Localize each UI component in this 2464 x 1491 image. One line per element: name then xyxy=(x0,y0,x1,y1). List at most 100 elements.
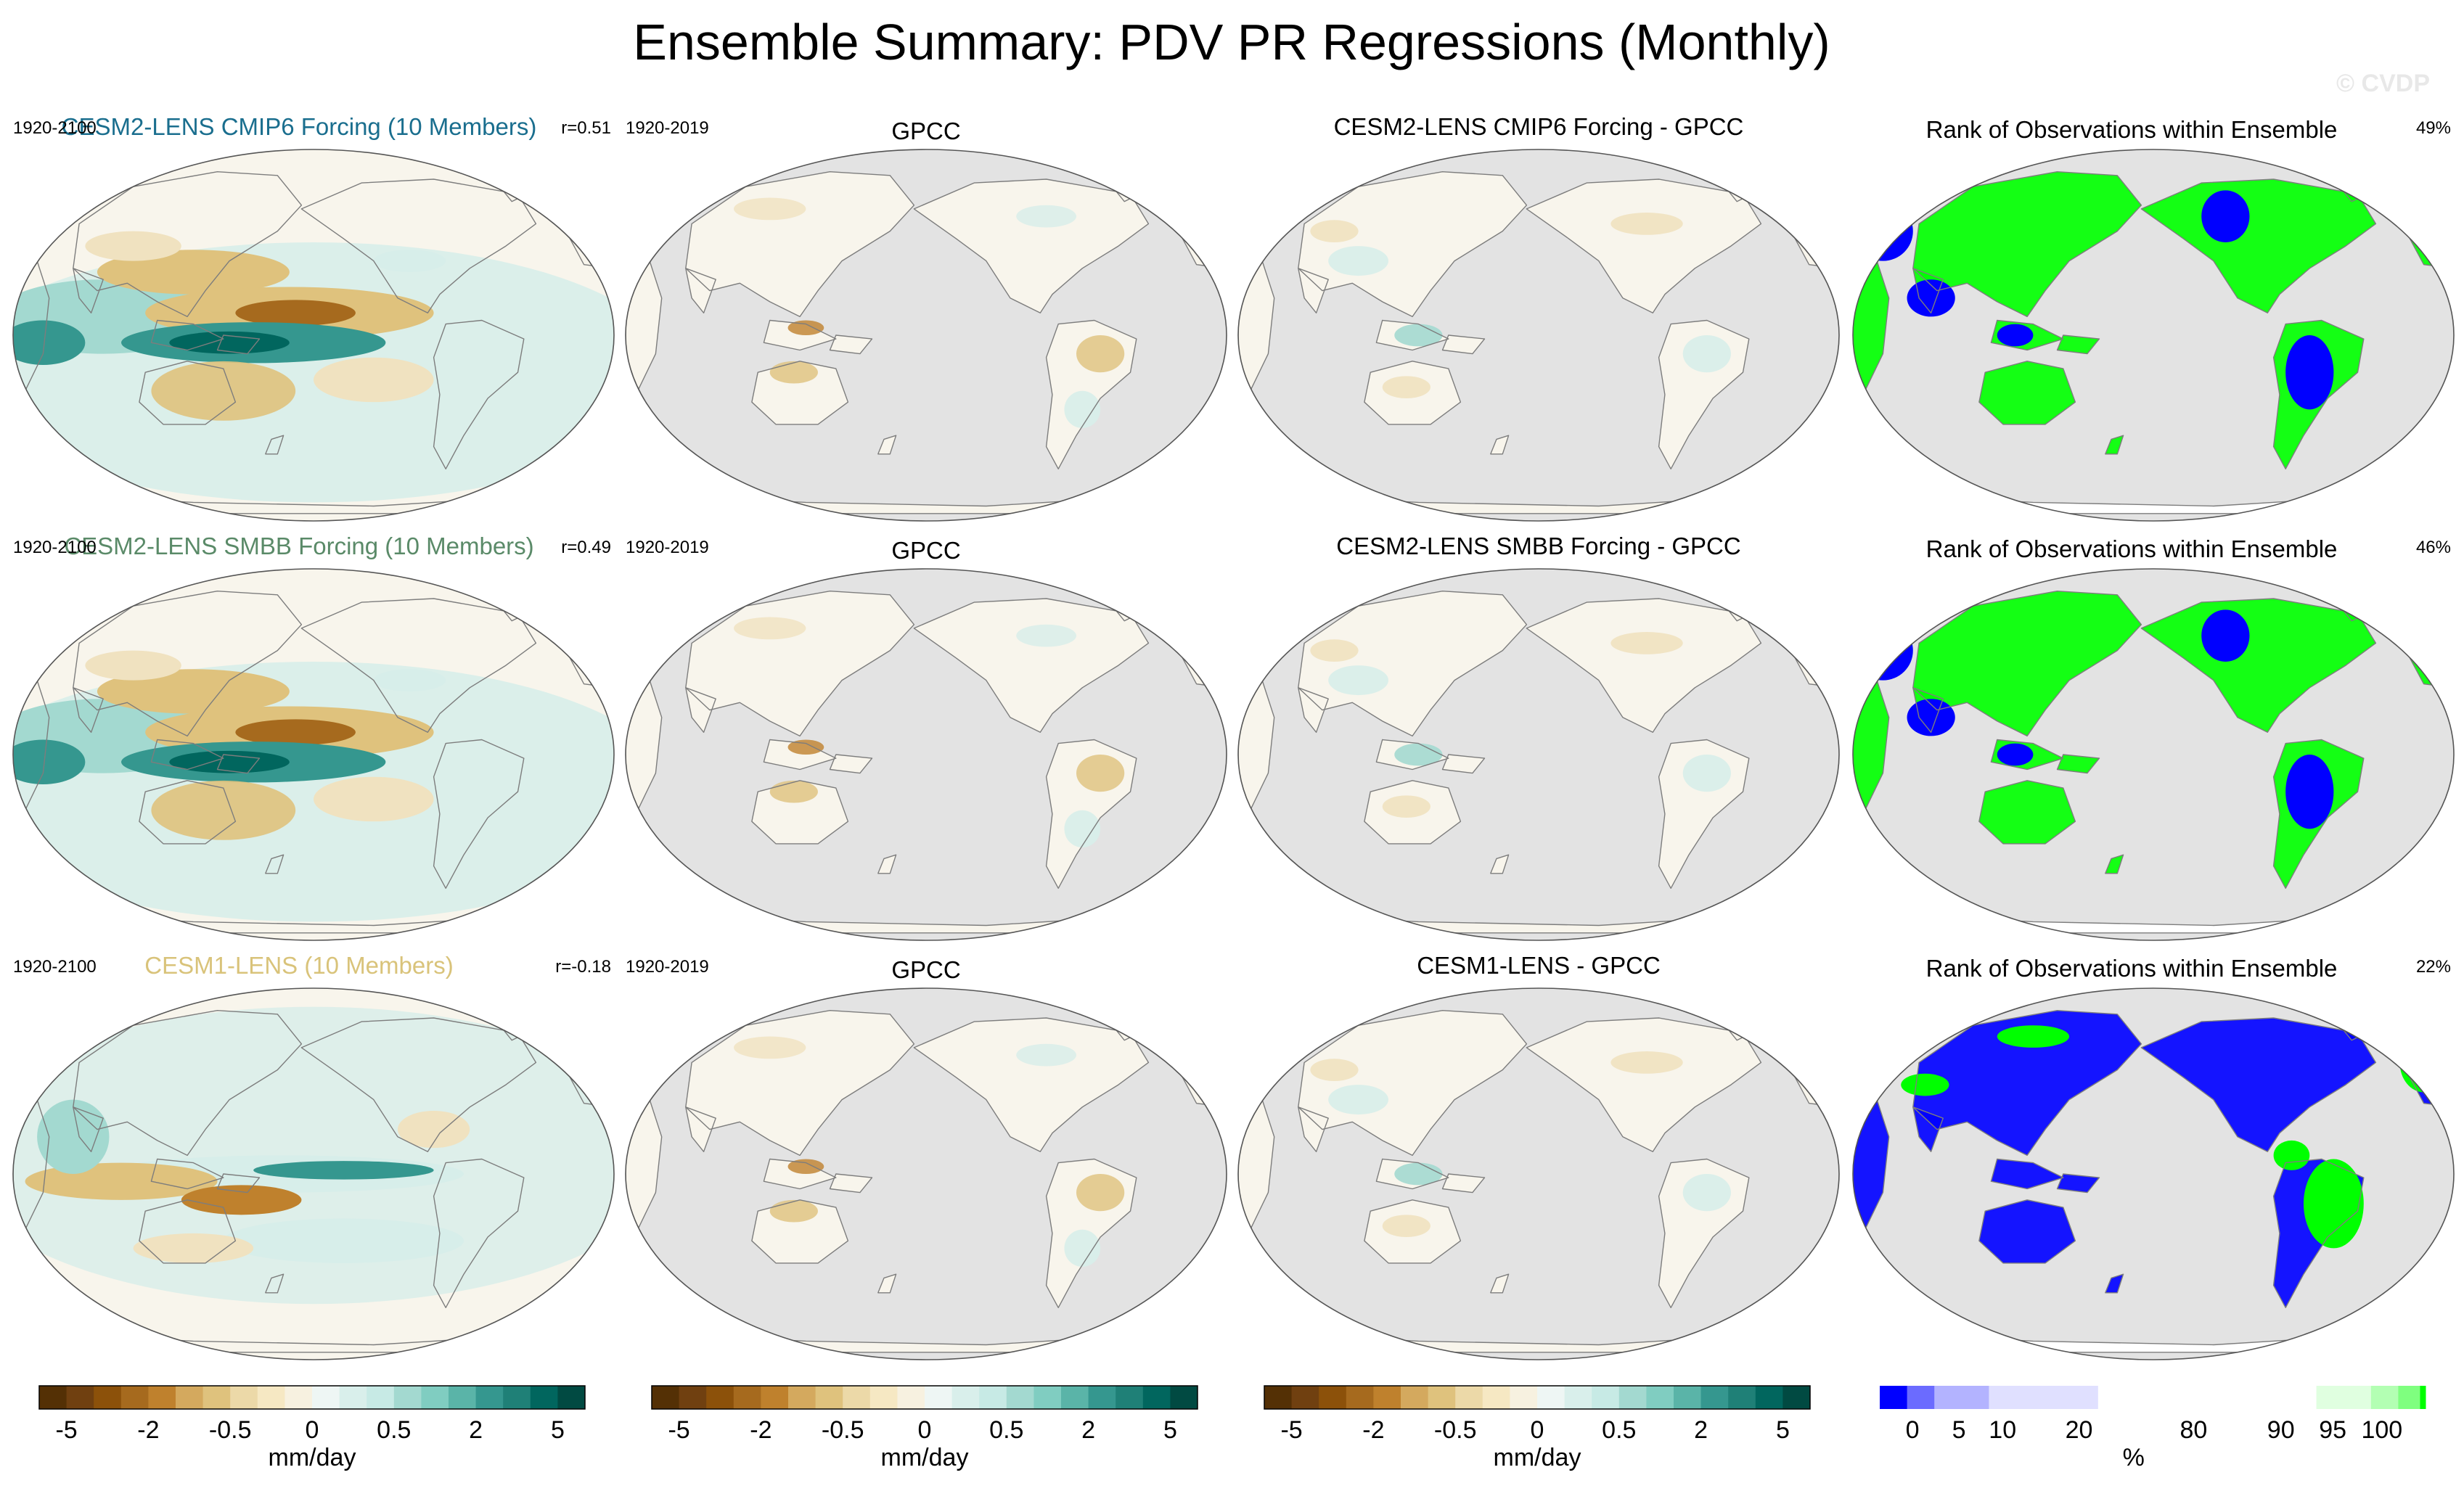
coastline-namerica xyxy=(2140,178,2377,313)
land-anomalies xyxy=(1310,1051,1731,1238)
rank-fill-nz xyxy=(2105,435,2124,454)
land-india xyxy=(685,687,716,733)
anomaly-region xyxy=(1997,324,2034,347)
land-anomalies xyxy=(734,1036,1125,1267)
coastline-namerica xyxy=(913,178,1150,313)
coastline-nz xyxy=(877,1273,897,1294)
coastline-nz xyxy=(877,435,897,455)
land-africa xyxy=(626,680,662,814)
anomaly-region xyxy=(235,719,356,746)
coastline-newguinea xyxy=(216,334,261,355)
model-years: 1920-2100 xyxy=(13,538,97,557)
map-border xyxy=(12,987,615,1360)
rank-colorbar-swatch xyxy=(2370,1386,2399,1409)
land-africa xyxy=(1238,260,1274,395)
coastline-nz xyxy=(877,854,897,874)
colorbar-swatch xyxy=(652,1386,680,1409)
anomaly-region xyxy=(181,1185,302,1215)
rank-colorbar-swatch xyxy=(2420,1386,2426,1409)
coastline-nz xyxy=(2105,854,2124,874)
anomaly-region xyxy=(2418,194,2454,254)
precip-colorbar: -5 -2 -0.5 0 0.5 2 5 mm/day xyxy=(1264,1385,1811,1471)
rank-fill-namerica xyxy=(2141,1018,2376,1152)
anomaly-region xyxy=(397,1110,470,1149)
colorbar-swatch xyxy=(421,1386,449,1409)
colorbar-tick-label: 5 xyxy=(551,1416,565,1444)
land-newguinea xyxy=(830,335,872,354)
colorbar-swatch xyxy=(1373,1386,1401,1409)
rank-fill-nz xyxy=(2105,1274,2124,1293)
coastline-india xyxy=(73,687,104,733)
colorbar-swatch xyxy=(148,1386,176,1409)
rank-panel-title: Rank of Observations within Ensemble xyxy=(1926,535,2338,562)
anomaly-region xyxy=(1076,335,1125,373)
colorbar-units: mm/day xyxy=(1494,1444,1581,1471)
anomaly-region xyxy=(1382,795,1430,818)
coastline-maritime xyxy=(1375,319,1449,351)
map-border xyxy=(12,568,615,941)
land-namerica xyxy=(1526,599,1761,733)
coastline-asia xyxy=(1912,1009,2142,1157)
coastline-samerica xyxy=(1045,319,1137,469)
anomaly-region xyxy=(1310,1059,1359,1081)
rank-colorbar-swatch xyxy=(2398,1386,2420,1409)
coastline-india xyxy=(1912,687,1944,733)
rank-fill-india xyxy=(1912,1106,1944,1152)
anomaly-region xyxy=(37,1099,110,1175)
colorbar-swatch xyxy=(1116,1386,1144,1409)
rank-panel: Rank of Observations within Ensemble 46% xyxy=(1852,535,2455,941)
colorbar-tick-label: 0.5 xyxy=(377,1416,411,1444)
anomaly-region xyxy=(769,1199,818,1223)
difference-panel: CESM1-LENS - GPCC xyxy=(1237,952,1840,1360)
colorbar-swatch xyxy=(1319,1386,1347,1409)
anomaly-region xyxy=(133,1233,254,1263)
anomaly-region xyxy=(1328,665,1388,696)
coastline-samerica xyxy=(433,1158,525,1309)
coastline-australia xyxy=(1364,361,1462,425)
land-namerica xyxy=(1526,1018,1761,1152)
colorbar-swatch xyxy=(733,1386,761,1409)
precip-colorbar: -5 -2 -0.5 0 0.5 2 5 mm/day xyxy=(38,1385,586,1471)
coastline-newguinea xyxy=(216,754,261,774)
map-fields xyxy=(13,167,614,514)
anomaly-region xyxy=(1076,755,1125,792)
colorbar-units: mm/day xyxy=(269,1444,356,1471)
coastline-namerica xyxy=(1526,1017,1762,1153)
anomaly-region xyxy=(314,776,434,822)
land-nz xyxy=(877,1274,896,1293)
colorbar-tick-label: 2 xyxy=(469,1416,483,1444)
rank-panel: Rank of Observations within Ensemble 22% xyxy=(1852,955,2455,1360)
rank-tick-label: 90 xyxy=(2267,1416,2295,1444)
colorbar-tick-label: 0 xyxy=(918,1416,932,1444)
rank-fill-asia xyxy=(1912,591,2142,736)
land-asia xyxy=(1298,171,1527,317)
anomaly-region xyxy=(151,780,296,840)
colorbar-swatch xyxy=(761,1386,789,1409)
anomaly-region xyxy=(1310,220,1359,243)
anomaly-region xyxy=(734,617,806,640)
rank-tick-label: 20 xyxy=(2066,1416,2093,1444)
map-border xyxy=(1237,568,1840,941)
coastline-maritime xyxy=(1990,739,2064,771)
colorbar-frame xyxy=(1264,1385,1811,1410)
coastline-australia xyxy=(751,361,849,425)
coastline-newguinea xyxy=(1441,1173,1486,1194)
coastline-nz xyxy=(1490,854,1510,874)
colorbar-swatch xyxy=(230,1386,258,1409)
coastline-samerica xyxy=(1658,319,1750,469)
coastline-nz xyxy=(265,1273,285,1294)
coastline-maritime xyxy=(763,1158,837,1190)
anomaly-region xyxy=(2285,335,2334,410)
anomaly-region xyxy=(2273,1140,2310,1170)
coastline-maritime xyxy=(1990,319,2064,351)
map-fields xyxy=(13,586,614,934)
obs-years: 1920-2019 xyxy=(626,118,709,138)
rank-tick-label: 10 xyxy=(1989,1416,2016,1444)
coastline-australia xyxy=(1364,780,1462,845)
anomaly-region xyxy=(1610,632,1683,654)
anomaly-region xyxy=(373,669,446,691)
anomaly-region xyxy=(1076,1174,1125,1212)
colorbar-swatch xyxy=(1728,1386,1756,1409)
rank-tick-label: 100 xyxy=(2361,1416,2402,1444)
